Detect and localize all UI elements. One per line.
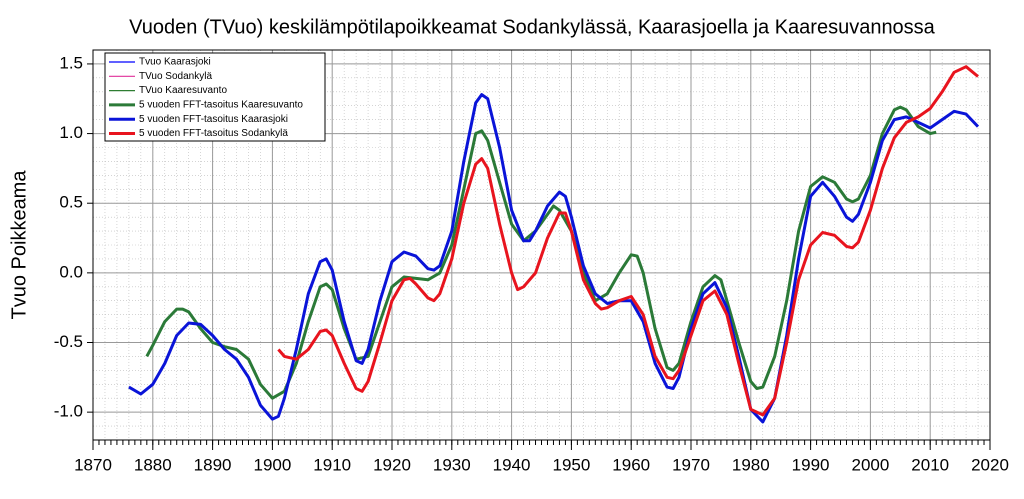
x-tick-label: 1980 [732, 455, 770, 474]
x-tick-label: 1880 [134, 455, 172, 474]
legend: Tvuo Kaarasjoki TVuo Sodankylä TVuo Kaares… [104, 52, 326, 142]
y-tick-label: -1.0 [54, 402, 83, 421]
x-tick-label: 1900 [253, 455, 291, 474]
x-tick-label: 1910 [313, 455, 351, 474]
y-tick-label: 0.5 [59, 193, 83, 212]
x-tick-label: 2010 [911, 455, 949, 474]
plot-frame [92, 49, 991, 441]
y-tick-label: 0.0 [59, 262, 83, 281]
x-tick-label: 2000 [851, 455, 889, 474]
legend-box [104, 52, 326, 142]
x-tick-label: 1890 [194, 455, 232, 474]
x-tick-label: 1940 [493, 455, 531, 474]
legend-label: 5 vuoden FFT-tasoitus Sodankylä [139, 128, 288, 139]
legend-label: 5 vuoden FFT-tasoitus Kaaresuvanto [139, 100, 303, 111]
y-tick-label: 1.5 [59, 53, 83, 72]
x-tick-label: 1990 [792, 455, 830, 474]
series-line [145, 105, 937, 400]
x-tick-label: 1970 [672, 455, 710, 474]
chart-title: Vuoden (TVuo) keskilämpötilapoikkeamat S… [129, 16, 936, 38]
series-line [128, 93, 980, 424]
legend-label: 5 vuoden FFT-tasoitus Kaarasjoki [139, 114, 288, 125]
x-tick-label: 2020 [971, 455, 1009, 474]
x-tick-label: 1960 [612, 455, 650, 474]
x-tick-label: 1920 [373, 455, 411, 474]
y-tick-label: -0.5 [54, 332, 83, 351]
legend-label: TVuo Kaaresuvanto [139, 85, 227, 96]
y-axis-label: Tvuo Poikkeama [8, 170, 30, 320]
y-tick-label: 1.0 [59, 123, 83, 142]
series-line [277, 65, 979, 417]
x-tick-label: 1870 [74, 455, 112, 474]
x-tick-label: 1950 [552, 455, 590, 474]
legend-label: Tvuo Kaarasjoki [139, 57, 211, 68]
x-tick-label: 1930 [433, 455, 471, 474]
legend-label: TVuo Sodankylä [139, 71, 212, 82]
